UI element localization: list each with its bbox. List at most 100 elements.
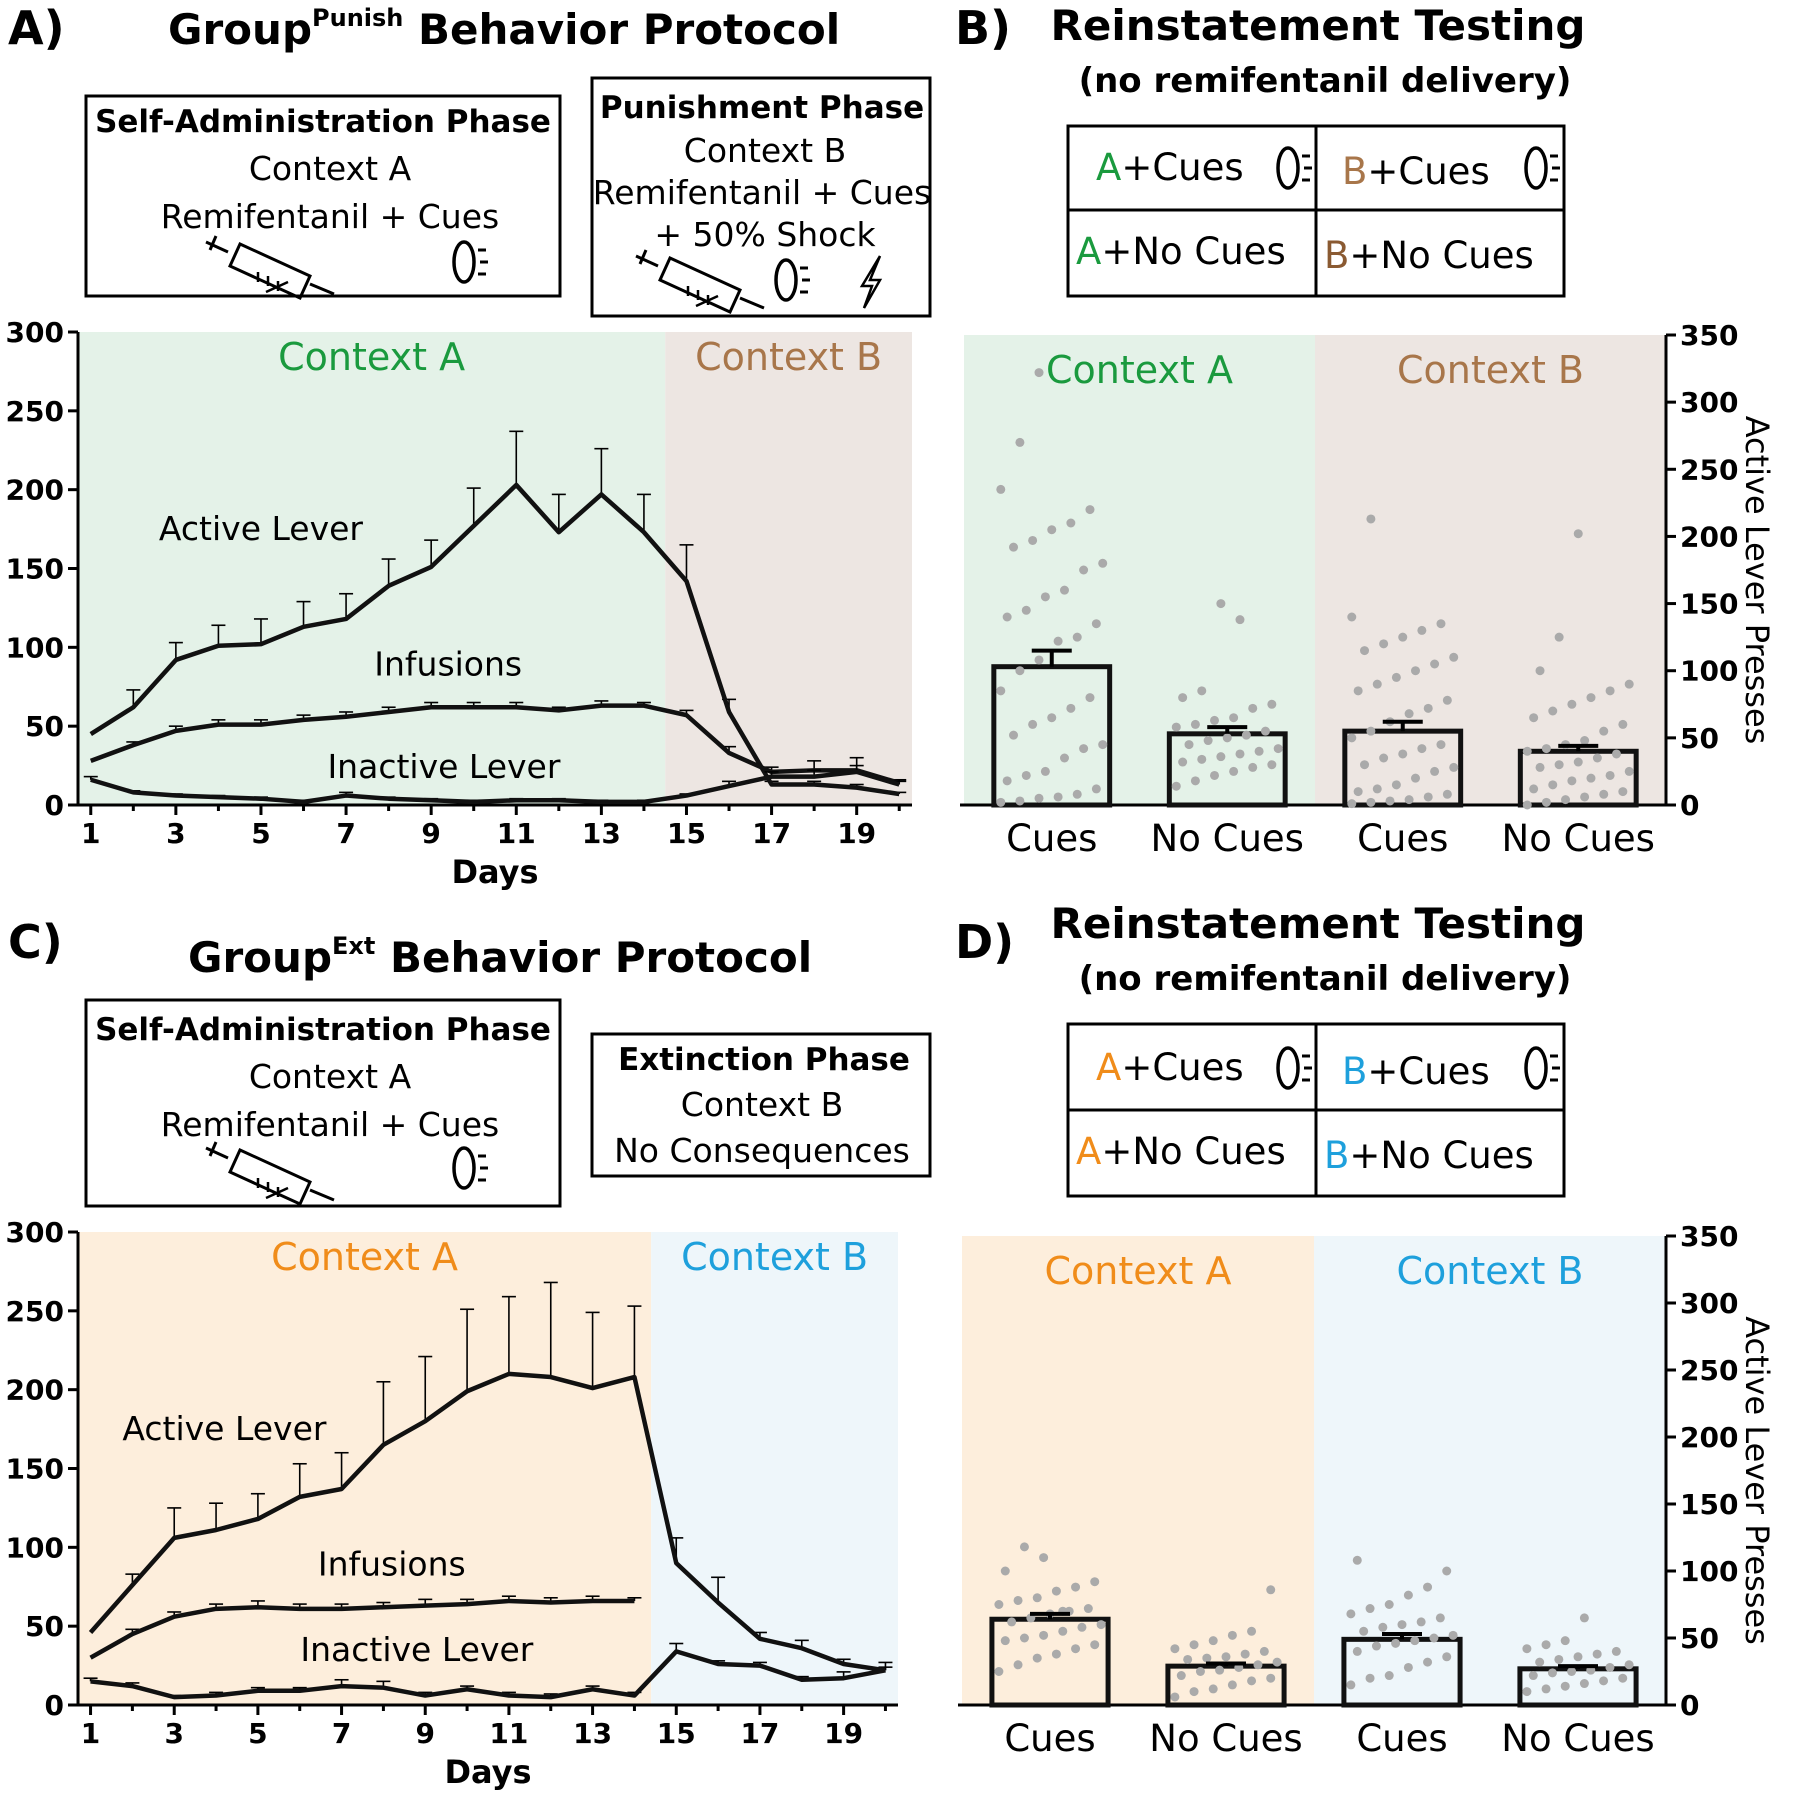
x-tick-label: 19	[824, 1717, 863, 1750]
data-point	[1039, 1553, 1049, 1563]
data-point	[1071, 1582, 1081, 1592]
panel-d-subtitle: (no remifentanil delivery)	[1079, 959, 1572, 999]
panel-a-title: GroupPunish Behavior Protocol	[168, 4, 840, 54]
y-axis-label: Active Lever Presses	[1738, 416, 1776, 745]
data-point	[1547, 1668, 1557, 1678]
data-point	[1529, 713, 1539, 723]
data-point	[1171, 781, 1181, 791]
data-point	[1624, 679, 1634, 689]
data-point	[1090, 1577, 1100, 1587]
y-tick-label: 300	[1680, 386, 1738, 419]
data-point	[1021, 770, 1031, 780]
syringe-icon	[204, 234, 336, 300]
panel-a-letter: A)	[8, 1, 65, 55]
panel-a-box-punish	[590, 76, 932, 318]
legend-b-nocues: B+No Cues	[1324, 1134, 1534, 1177]
panel-c-box1-text: Remifentanil + Cues	[161, 1105, 499, 1144]
data-point	[1372, 679, 1382, 689]
data-point	[1053, 792, 1063, 802]
context-a-background	[964, 335, 1315, 805]
data-point	[1379, 639, 1389, 649]
data-point	[996, 686, 1006, 696]
data-point	[1352, 1646, 1362, 1656]
data-point	[1034, 368, 1044, 378]
data-point	[1573, 529, 1583, 539]
data-point	[1190, 719, 1200, 729]
data-point	[1360, 646, 1370, 656]
data-point	[1410, 666, 1420, 676]
data-point	[1378, 1622, 1388, 1632]
data-point	[1002, 776, 1012, 786]
context-b-label: Context B	[695, 335, 882, 379]
data-point	[1561, 795, 1571, 805]
cue-light-icon	[774, 258, 812, 302]
data-point	[1391, 672, 1401, 682]
data-point	[1592, 753, 1602, 763]
data-point	[1529, 784, 1539, 794]
context-b-label: Context B	[681, 1235, 868, 1279]
data-point	[1248, 762, 1258, 772]
y-tick-label: 50	[25, 710, 64, 743]
data-point	[1229, 713, 1239, 723]
context-a-background	[962, 1236, 1314, 1705]
data-point	[1541, 1640, 1551, 1650]
data-point	[1384, 1671, 1394, 1681]
data-point	[1580, 736, 1590, 746]
data-point	[1247, 1676, 1257, 1686]
panel-d-legend: A+Cues B+Cues A+No Cues B+No Cues	[1066, 1022, 1566, 1198]
category-label: No Cues	[1149, 1717, 1302, 1760]
panel-c-box-extinction	[590, 1032, 932, 1178]
data-point	[1391, 1638, 1401, 1648]
inactive-lever-line	[90, 769, 900, 805]
data-point	[1430, 766, 1440, 776]
y-axis-label: Active Lever Presses	[1738, 1316, 1776, 1645]
data-point	[1372, 784, 1382, 794]
y-tick-label: 200	[1680, 1421, 1738, 1454]
data-point	[994, 1600, 1004, 1609]
data-point	[1442, 1652, 1452, 1662]
data-point	[1189, 1687, 1199, 1697]
y-tick-label: 250	[6, 395, 64, 428]
panel-a-box-selfadmin	[84, 94, 562, 298]
data-point	[1058, 1626, 1068, 1636]
data-point	[1208, 1636, 1218, 1646]
data-point	[1170, 1644, 1180, 1654]
data-point	[1365, 1604, 1375, 1614]
x-tick-label: 9	[416, 1717, 435, 1750]
panel-a-box2-context: Context B	[684, 131, 846, 170]
data-point	[1391, 780, 1401, 790]
data-point	[1541, 797, 1551, 807]
legend-b-nocues: B+No Cues	[1324, 234, 1534, 277]
data-point	[1203, 736, 1213, 746]
data-point	[1618, 719, 1628, 729]
syringe-icon	[634, 248, 766, 314]
data-point	[1528, 1671, 1538, 1681]
data-point	[1013, 1595, 1023, 1605]
legend-a-cues: A+Cues	[1096, 1046, 1244, 1089]
panel-b: B) Reinstatement Testing (no remifentani…	[955, 1, 1776, 860]
data-point	[1417, 625, 1427, 635]
inactive-lever-label: Inactive Lever	[300, 1630, 533, 1669]
category-label: No Cues	[1151, 817, 1304, 860]
data-point	[1535, 1657, 1545, 1667]
data-point	[1404, 795, 1414, 805]
data-point	[1397, 1620, 1407, 1630]
data-point	[1216, 752, 1226, 762]
x-tick-label: 1	[81, 1717, 100, 1750]
context-a-label: Context A	[1046, 348, 1233, 392]
category-label: No Cues	[1502, 817, 1655, 860]
cue-light-icon	[452, 1146, 490, 1190]
data-point	[1189, 1640, 1199, 1650]
data-point	[996, 797, 1006, 807]
panel-c-letter: C)	[8, 915, 63, 969]
data-point	[1241, 730, 1251, 740]
data-point	[1379, 753, 1389, 763]
data-point	[1015, 796, 1025, 806]
active-lever-label: Active Lever	[159, 509, 364, 548]
data-point	[1072, 789, 1082, 799]
data-point	[1253, 1660, 1263, 1670]
panel-b-title: Reinstatement Testing	[1051, 1, 1586, 50]
data-point	[1366, 797, 1376, 807]
y-tick-label: 50	[25, 1610, 64, 1643]
data-point	[1210, 715, 1220, 725]
